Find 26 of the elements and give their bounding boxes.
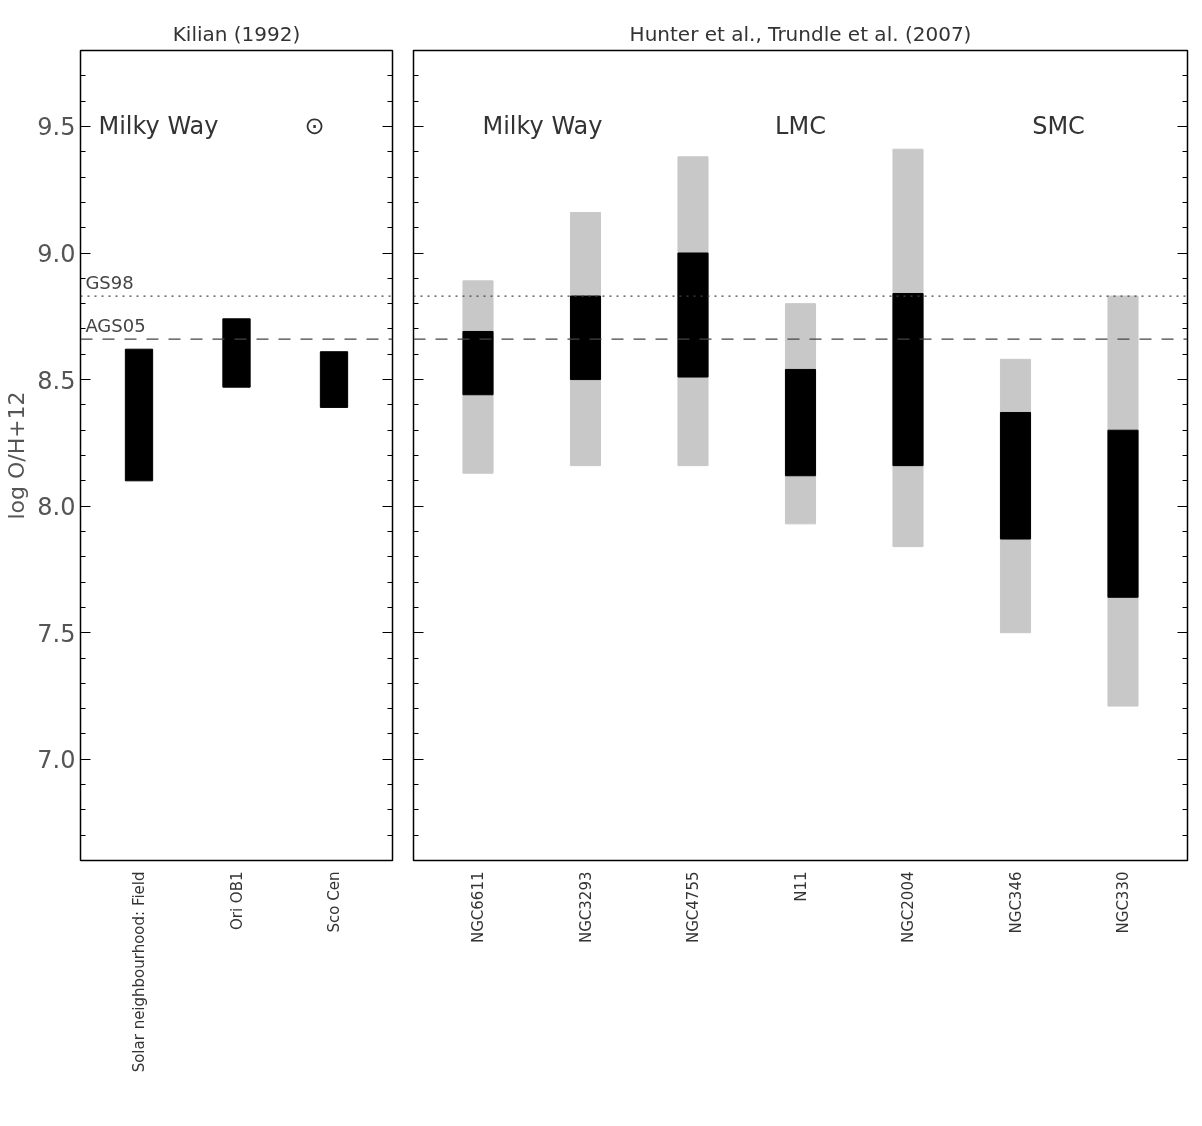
annotation: Milky Way bbox=[98, 112, 219, 141]
y-axis-title: log O/H+12 bbox=[4, 391, 30, 520]
y-tick-label: 7.0 bbox=[37, 746, 76, 775]
x-tick-label: NGC330 bbox=[1114, 871, 1132, 934]
x-tick-label: NGC6611 bbox=[469, 871, 487, 943]
y-tick-label: 8.5 bbox=[37, 366, 76, 395]
x-tick-label: Sco Cen bbox=[325, 871, 343, 933]
ref-line-label: GS98 bbox=[85, 272, 134, 294]
y-tick-label: 9.0 bbox=[37, 240, 76, 268]
annotation: Milky Way bbox=[482, 112, 603, 141]
chart-title: Hunter et al., Trundle et al. (2007) bbox=[629, 21, 972, 46]
annotation: ⊙ bbox=[304, 112, 325, 141]
x-tick-label: N11 bbox=[791, 871, 810, 902]
x-tick-label: Solar neighbourhood: Field bbox=[130, 871, 148, 1073]
x-tick-label: Ori OB1 bbox=[227, 871, 246, 931]
x-tick-label: NGC3293 bbox=[576, 871, 595, 943]
y-tick-label: 9.5 bbox=[37, 113, 76, 142]
ref-line-label: AGS05 bbox=[85, 315, 146, 337]
annotation: LMC bbox=[775, 112, 826, 141]
annotation: SMC bbox=[1032, 112, 1085, 141]
x-tick-label: NGC346 bbox=[1006, 871, 1025, 934]
y-tick-label: 8.0 bbox=[37, 493, 76, 522]
y-tick-label: 7.5 bbox=[37, 619, 76, 648]
chart-title: Kilian (1992) bbox=[172, 21, 301, 46]
x-tick-label: NGC2004 bbox=[899, 871, 917, 943]
x-tick-label: NGC4755 bbox=[684, 871, 702, 943]
